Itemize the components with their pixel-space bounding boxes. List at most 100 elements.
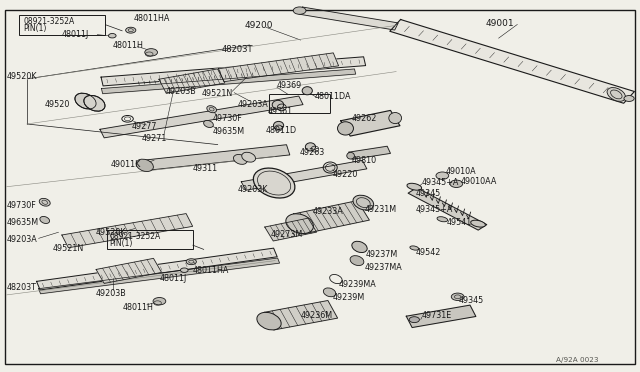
- Circle shape: [108, 33, 116, 38]
- Text: 49239M: 49239M: [333, 294, 365, 302]
- Text: 48011J: 48011J: [61, 30, 88, 39]
- Ellipse shape: [272, 100, 284, 109]
- Polygon shape: [299, 7, 398, 30]
- Text: 49345: 49345: [459, 296, 484, 305]
- Text: 08921-3252A: 08921-3252A: [109, 232, 161, 241]
- Polygon shape: [264, 301, 337, 330]
- Ellipse shape: [257, 312, 281, 330]
- Text: 49263: 49263: [300, 148, 325, 157]
- Text: 49239MA: 49239MA: [339, 280, 377, 289]
- Circle shape: [451, 293, 464, 301]
- Circle shape: [293, 7, 306, 14]
- Text: 49542: 49542: [415, 248, 441, 257]
- Ellipse shape: [302, 87, 312, 95]
- Ellipse shape: [75, 93, 96, 109]
- Text: PIN(1): PIN(1): [23, 24, 47, 33]
- Text: 49203A: 49203A: [6, 235, 37, 244]
- Ellipse shape: [84, 95, 105, 111]
- Text: 48011H: 48011H: [122, 302, 154, 312]
- Circle shape: [409, 317, 419, 323]
- Polygon shape: [102, 69, 356, 94]
- Polygon shape: [38, 258, 280, 294]
- Polygon shape: [265, 218, 317, 241]
- Text: 49345+A: 49345+A: [422, 178, 460, 187]
- Ellipse shape: [40, 217, 49, 224]
- Text: 49730F: 49730F: [213, 114, 243, 123]
- Ellipse shape: [273, 121, 284, 129]
- Text: 49233A: 49233A: [312, 206, 343, 216]
- Text: 49345: 49345: [415, 189, 441, 198]
- Text: 49635M: 49635M: [6, 218, 38, 227]
- Text: 49277: 49277: [131, 122, 157, 131]
- Text: 48203T: 48203T: [221, 45, 253, 54]
- Text: 49273M: 49273M: [270, 230, 303, 239]
- Ellipse shape: [353, 195, 374, 210]
- Ellipse shape: [207, 106, 216, 113]
- Polygon shape: [406, 305, 476, 327]
- Text: 49635M: 49635M: [213, 127, 245, 136]
- Ellipse shape: [253, 168, 295, 198]
- Text: 48011HA: 48011HA: [193, 266, 229, 275]
- Ellipse shape: [410, 246, 419, 250]
- Polygon shape: [101, 57, 365, 86]
- Polygon shape: [294, 201, 369, 233]
- Text: 49541: 49541: [446, 218, 472, 227]
- Ellipse shape: [347, 153, 355, 159]
- Ellipse shape: [242, 152, 255, 162]
- Text: 49345+A: 49345+A: [415, 205, 453, 214]
- Text: 48011D: 48011D: [266, 126, 297, 135]
- Text: 48011J: 48011J: [159, 274, 187, 283]
- Ellipse shape: [305, 143, 316, 151]
- Ellipse shape: [607, 87, 625, 101]
- Polygon shape: [62, 214, 193, 248]
- Polygon shape: [36, 248, 277, 290]
- Text: 48011DA: 48011DA: [315, 92, 351, 101]
- Text: 49231M: 49231M: [365, 205, 397, 215]
- Bar: [19, 15, 105, 35]
- Text: 49262: 49262: [352, 114, 377, 123]
- Circle shape: [436, 172, 449, 179]
- Text: 49001: 49001: [486, 19, 515, 28]
- Polygon shape: [159, 69, 225, 93]
- Ellipse shape: [407, 183, 422, 190]
- Ellipse shape: [323, 288, 336, 297]
- Text: 49203K: 49203K: [237, 185, 268, 194]
- Text: 49311: 49311: [193, 164, 218, 173]
- Polygon shape: [143, 145, 290, 170]
- Text: 49203A: 49203A: [237, 100, 268, 109]
- Ellipse shape: [470, 220, 485, 227]
- Text: PIN(1): PIN(1): [109, 239, 133, 248]
- Ellipse shape: [136, 159, 154, 171]
- Ellipse shape: [350, 256, 364, 266]
- Text: 49369: 49369: [276, 81, 302, 90]
- Text: 49011K: 49011K: [111, 160, 141, 169]
- Ellipse shape: [286, 214, 314, 234]
- Text: 49237MA: 49237MA: [365, 263, 403, 272]
- Circle shape: [145, 49, 157, 56]
- Text: 49220: 49220: [333, 170, 358, 179]
- Text: 49236M: 49236M: [301, 311, 333, 320]
- Bar: [106, 230, 193, 249]
- Circle shape: [125, 27, 136, 33]
- Text: 49731E: 49731E: [422, 311, 452, 320]
- Text: 49520: 49520: [45, 100, 70, 109]
- Polygon shape: [241, 160, 367, 190]
- Circle shape: [153, 298, 166, 305]
- Text: A/92A 0023: A/92A 0023: [556, 356, 598, 363]
- Text: 49730F: 49730F: [6, 201, 36, 210]
- Text: 49237M: 49237M: [366, 250, 398, 259]
- Polygon shape: [340, 110, 400, 136]
- Circle shape: [450, 180, 463, 187]
- Text: 49010A: 49010A: [445, 167, 476, 176]
- Text: 49010AA: 49010AA: [460, 177, 497, 186]
- Circle shape: [186, 259, 196, 264]
- Text: 49521N: 49521N: [52, 244, 84, 253]
- Polygon shape: [219, 53, 339, 82]
- Text: 08921-3252A: 08921-3252A: [23, 17, 74, 26]
- Ellipse shape: [39, 198, 50, 206]
- Text: 49271: 49271: [141, 134, 167, 143]
- Ellipse shape: [352, 241, 367, 253]
- Ellipse shape: [337, 122, 353, 135]
- Text: 48011H: 48011H: [112, 41, 143, 50]
- Polygon shape: [390, 19, 634, 103]
